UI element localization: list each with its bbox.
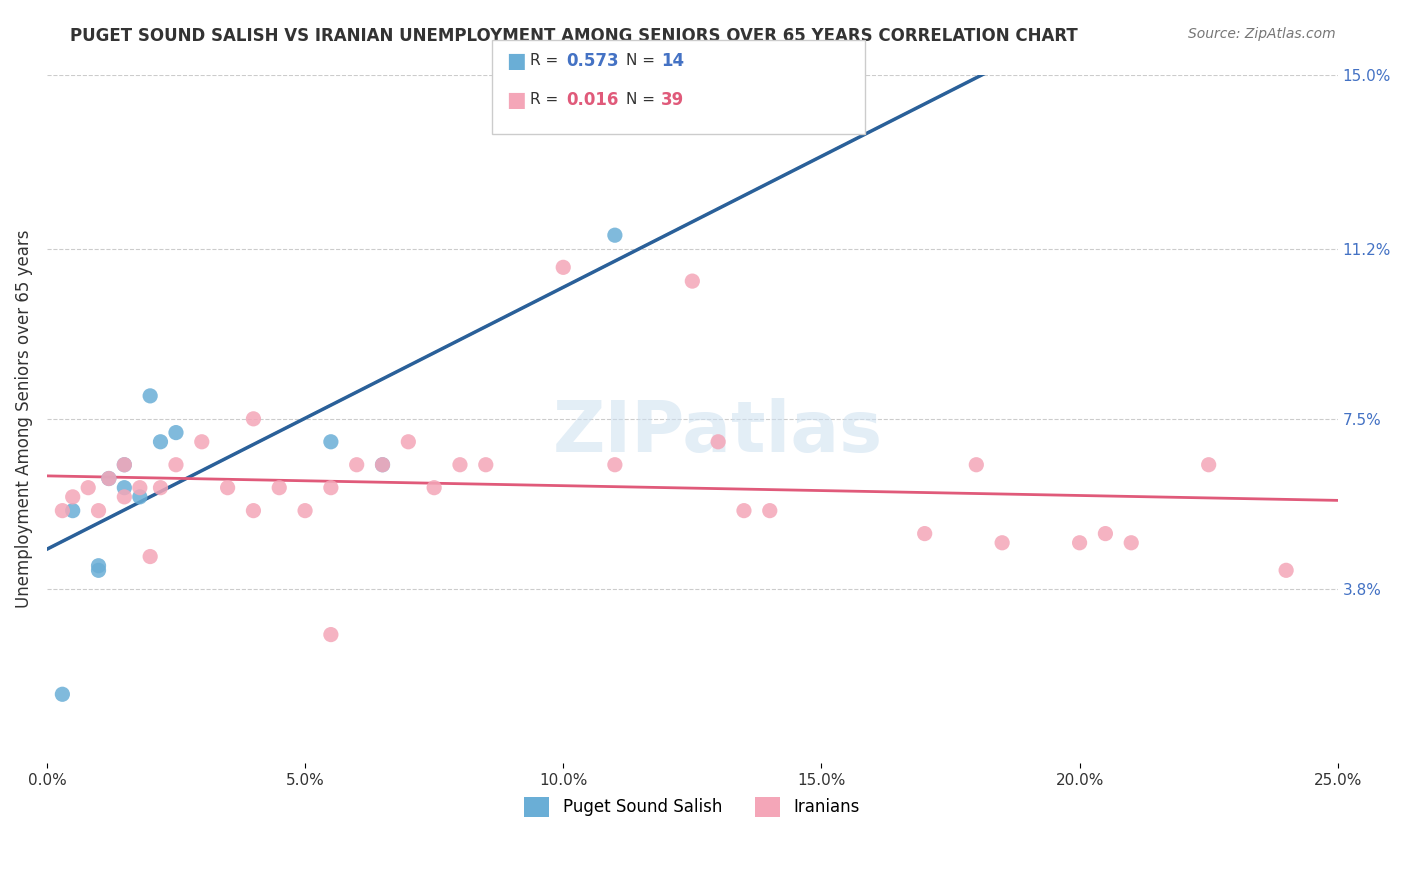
Text: ZIPatlas: ZIPatlas — [553, 398, 883, 467]
Point — [965, 458, 987, 472]
Point — [319, 434, 342, 449]
Point — [139, 389, 162, 403]
Point — [87, 558, 110, 573]
Point — [758, 503, 780, 517]
Point — [319, 481, 342, 495]
Point — [87, 503, 110, 517]
Point — [112, 458, 135, 472]
Text: 0.016: 0.016 — [567, 91, 619, 109]
Point — [62, 503, 84, 517]
Legend: Puget Sound Salish, Iranians: Puget Sound Salish, Iranians — [517, 790, 868, 823]
Point — [191, 434, 214, 449]
Point — [112, 490, 135, 504]
Point — [149, 481, 172, 495]
Point — [112, 458, 135, 472]
Point — [1275, 563, 1298, 577]
Point — [269, 481, 291, 495]
Point — [681, 274, 703, 288]
Text: N =: N = — [626, 93, 659, 107]
Point — [707, 434, 730, 449]
Point — [423, 481, 446, 495]
Text: Source: ZipAtlas.com: Source: ZipAtlas.com — [1188, 27, 1336, 41]
Point — [371, 458, 394, 472]
Point — [51, 503, 73, 517]
Point — [914, 526, 936, 541]
Point — [733, 503, 755, 517]
Point — [128, 481, 150, 495]
Point — [1094, 526, 1116, 541]
Point — [149, 434, 172, 449]
Point — [1198, 458, 1220, 472]
Y-axis label: Unemployment Among Seniors over 65 years: Unemployment Among Seniors over 65 years — [15, 229, 32, 608]
Text: ■: ■ — [506, 90, 526, 110]
Text: R =: R = — [530, 93, 564, 107]
Point — [77, 481, 100, 495]
Point — [1121, 535, 1143, 549]
Point — [396, 434, 419, 449]
Text: R =: R = — [530, 54, 564, 68]
Point — [165, 458, 187, 472]
Point — [1069, 535, 1091, 549]
Text: 39: 39 — [661, 91, 685, 109]
Point — [97, 471, 120, 485]
Point — [112, 481, 135, 495]
Point — [603, 458, 626, 472]
Point — [217, 481, 239, 495]
Text: N =: N = — [626, 54, 659, 68]
Point — [603, 228, 626, 243]
Point — [62, 490, 84, 504]
Point — [449, 458, 471, 472]
Text: 0.573: 0.573 — [567, 52, 619, 70]
Point — [991, 535, 1014, 549]
Point — [139, 549, 162, 564]
Point — [97, 471, 120, 485]
Point — [87, 563, 110, 577]
Point — [242, 503, 264, 517]
Point — [51, 687, 73, 701]
Text: ■: ■ — [506, 51, 526, 70]
Point — [128, 490, 150, 504]
Point — [242, 412, 264, 426]
Text: PUGET SOUND SALISH VS IRANIAN UNEMPLOYMENT AMONG SENIORS OVER 65 YEARS CORRELATI: PUGET SOUND SALISH VS IRANIAN UNEMPLOYME… — [70, 27, 1078, 45]
Point — [294, 503, 316, 517]
Point — [165, 425, 187, 440]
Point — [553, 260, 575, 275]
Text: 14: 14 — [661, 52, 683, 70]
Point — [475, 458, 498, 472]
Point — [371, 458, 394, 472]
Point — [319, 627, 342, 641]
Point — [346, 458, 368, 472]
